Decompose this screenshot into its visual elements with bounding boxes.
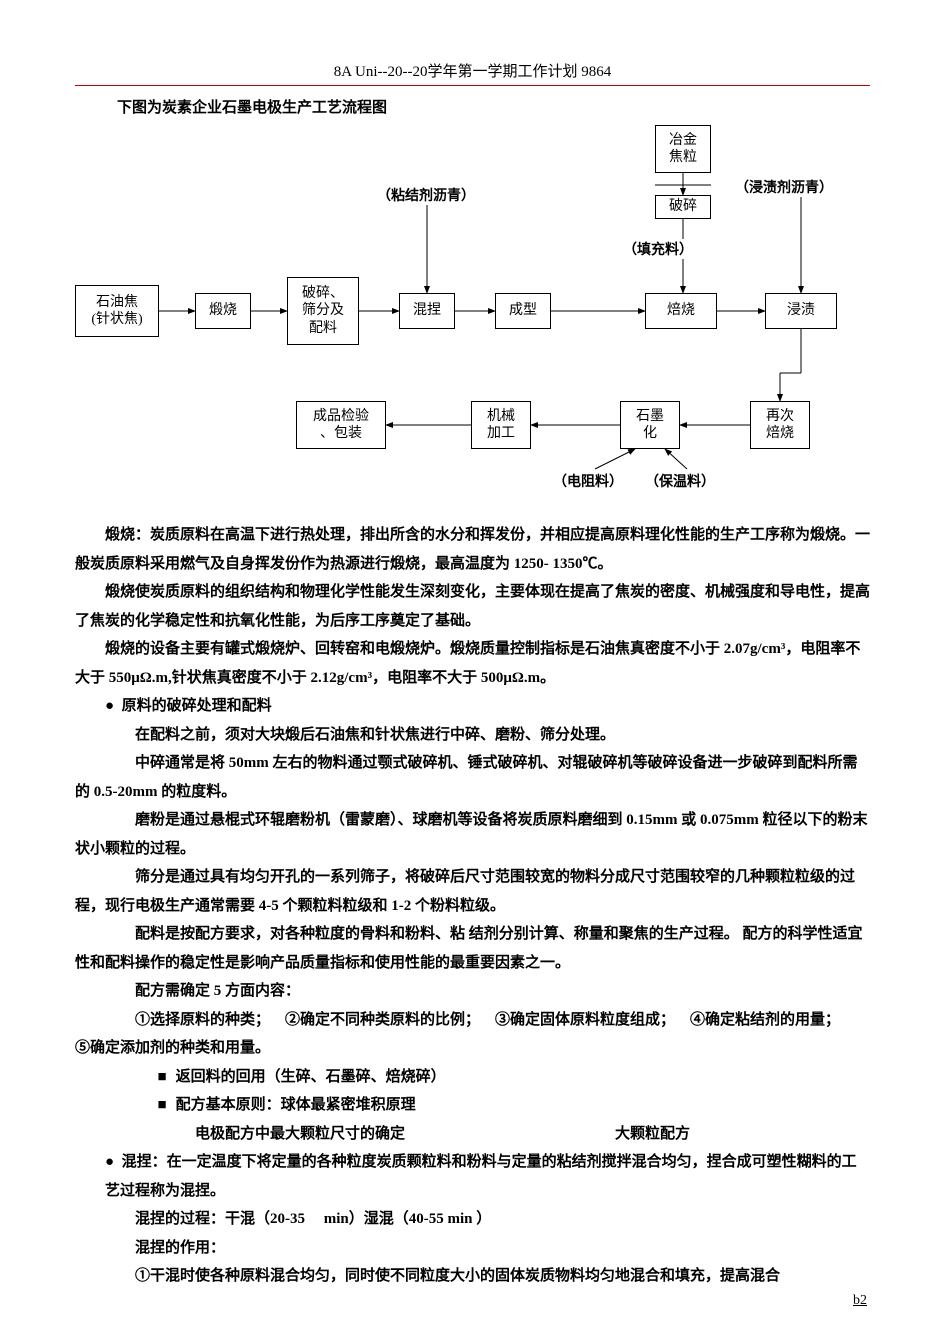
bullet-dot-icon: ●: [105, 698, 114, 714]
para-hunnie-function: 混捏的作用：: [75, 1234, 870, 1263]
flow-label-tianchong: （填充料）: [623, 239, 693, 259]
spread-right: 大颗粒配方: [615, 1120, 690, 1149]
para-hunnie-f1: ①干混时使各种原料混合均匀，同时使不同粒度大小的固体炭质物料均匀地混合和填充，提…: [75, 1262, 870, 1291]
flow-label-dianzu: （电阻料）: [553, 471, 623, 491]
square-item-2-text: 配方基本原则：球体最紧密堆积原理: [176, 1097, 416, 1113]
flow-box-beishao: 焙烧: [645, 293, 717, 329]
page-header: 8A Uni--20--20学年第一学期工作计划 9864: [75, 60, 870, 81]
para-hunnie-process: 混捏的过程：干混（20-35 min）湿混（40-55 min ）: [75, 1205, 870, 1234]
para-duanshao-def: 煅烧：炭质原料在高温下进行热处理，排出所含的水分和挥发份，并相应提高原料理化性能…: [75, 521, 870, 578]
para-duanshao-effect: 煅烧使炭质原料的组织结构和物理化学性能发生深刻变化，主要体现在提高了焦炭的密度、…: [75, 578, 870, 635]
flowchart: 冶金焦粒 破碎 石油焦(针状焦) 煅烧 破碎、筛分及配料 混捏 成型 焙烧 浸渍…: [75, 125, 870, 505]
para-peiliao-pre: 在配料之前，须对大块煅后石油焦和针状焦进行中碎、磨粉、筛分处理。: [75, 721, 870, 750]
flow-box-posui-shaifen: 破碎、筛分及配料: [287, 277, 359, 345]
flow-box-hunnie: 混捏: [399, 293, 455, 329]
square-item-1: ■ 返回料的回用（生碎、石墨碎、焙烧碎）: [75, 1063, 870, 1092]
flow-label-nianjie: （粘结剂沥青）: [377, 185, 475, 205]
para-duanshao-equip: 煅烧的设备主要有罐式煅烧炉、回转窑和电煅烧炉。煅烧质量控制指标是石油焦真密度不小…: [75, 635, 870, 692]
square-item-2: ■ 配方基本原则：球体最紧密堆积原理: [75, 1091, 870, 1120]
page-number: b2: [853, 1293, 867, 1309]
bullet-hunnie: ●混捏：在一定温度下将定量的各种粒度炭质颗粒料和粉料与定量的粘结剂搅拌混合均匀，…: [75, 1148, 870, 1205]
para-mofen: 磨粉是通过悬棍式环辊磨粉机（雷蒙磨）、球磨机等设备将炭质原料磨细到 0.15mm…: [75, 806, 870, 863]
page: 8A Uni--20--20学年第一学期工作计划 9864 下图为炭素企业石墨电…: [0, 0, 945, 1337]
para-peifang5: 配方需确定 5 方面内容：: [75, 977, 870, 1006]
bullet-hunnie-text: 混捏：在一定温度下将定量的各种粒度炭质颗粒料和粉料与定量的粘结剂搅拌混合均匀，捏…: [105, 1154, 857, 1199]
flow-box-jixie: 机械加工: [471, 401, 531, 449]
square-icon: ■: [158, 1069, 167, 1085]
para-shaifen: 筛分是通过具有均匀开孔的一系列筛子，将破碎后尺寸范围较宽的物料分成尺寸范围较窄的…: [75, 863, 870, 920]
item-1: ①选择原料的种类；: [135, 1012, 270, 1028]
flow-box-posui-top: 破碎: [655, 195, 711, 219]
flow-box-duanshao: 煅烧: [195, 293, 251, 329]
flow-label-jinzijl: （浸渍剂沥青）: [735, 177, 833, 197]
para-zhongsui: 中碎通常是将 50mm 左右的物料通过颚式破碎机、锤式破碎机、对辊破碎机等破碎设…: [75, 749, 870, 806]
flow-label-baowen: （保温料）: [645, 471, 715, 491]
body-text: 煅烧：炭质原料在高温下进行热处理，排出所含的水分和挥发份，并相应提高原料理化性能…: [75, 521, 870, 1291]
flow-box-shiyoujiao: 石油焦(针状焦): [75, 285, 159, 337]
flow-box-shimohua: 石墨化: [620, 401, 680, 449]
item-5: ⑤确定添加剂的种类和用量。: [75, 1034, 870, 1063]
flow-box-jinzi: 浸渍: [765, 293, 837, 329]
item-4: ④确定粘结剂的用量；: [690, 1012, 840, 1028]
header-rule: [75, 85, 870, 86]
bullet-yuanliao-text: 原料的破碎处理和配料: [122, 698, 272, 714]
flow-box-yejin: 冶金焦粒: [655, 125, 711, 173]
bullet-dot-icon: ●: [105, 1154, 114, 1170]
flow-box-chengxing: 成型: [495, 293, 551, 329]
bullet-yuanliao: ● 原料的破碎处理和配料: [75, 692, 870, 721]
square-icon: ■: [158, 1097, 167, 1113]
spread-line: 电极配方中最大颗粒尺寸的确定 大颗粒配方: [75, 1120, 870, 1149]
item-3: ③确定固体原料粒度组成；: [495, 1012, 675, 1028]
intro-line: 下图为炭素企业石墨电极生产工艺流程图: [117, 96, 870, 117]
flow-box-zaicibeishao: 再次焙烧: [750, 401, 810, 449]
square-item-1-text: 返回料的回用（生碎、石墨碎、焙烧碎）: [176, 1069, 446, 1085]
five-items-line: ①选择原料的种类； ②确定不同种类原料的比例； ③确定固体原料粒度组成； ④确定…: [75, 1006, 870, 1035]
para-peiliao: 配料是按配方要求，对各种粒度的骨料和粉料、粘 结剂分别计算、称量和聚焦的生产过程…: [75, 920, 870, 977]
item-2: ②确定不同种类原料的比例；: [285, 1012, 480, 1028]
spread-left: 电极配方中最大颗粒尺寸的确定: [75, 1120, 405, 1149]
flow-box-chengpin: 成品检验、包装: [296, 401, 386, 449]
